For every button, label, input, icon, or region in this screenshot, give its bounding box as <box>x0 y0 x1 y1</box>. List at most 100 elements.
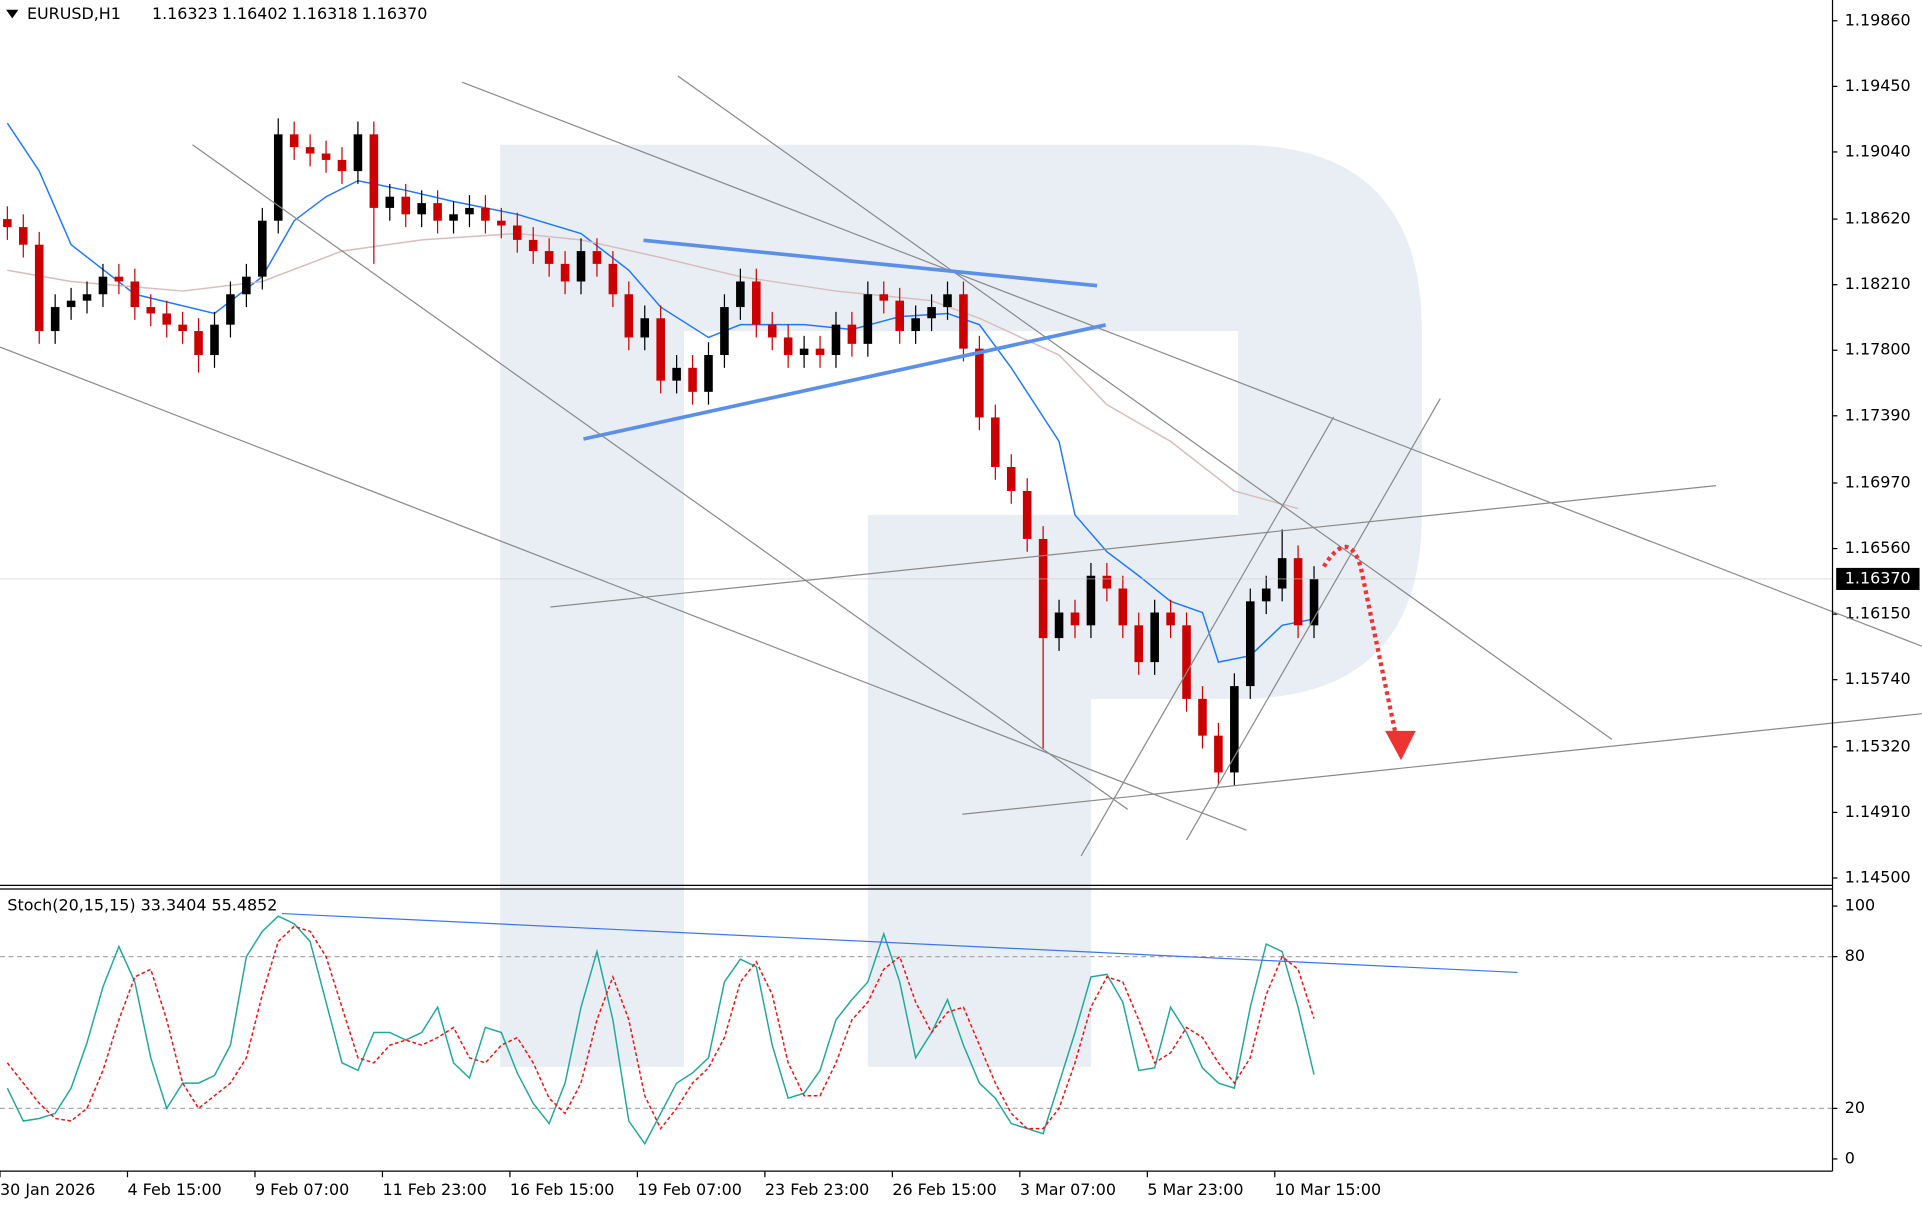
candle-body <box>1293 558 1303 626</box>
candle-body <box>98 276 108 295</box>
candle-body <box>1166 612 1175 626</box>
candle-body <box>401 196 411 215</box>
candle-body <box>544 251 554 264</box>
trendline <box>461 81 1922 647</box>
line-series <box>6 122 1315 663</box>
candle-body <box>911 318 920 332</box>
x-tick-label: 30 Jan 2026 <box>0 1180 95 1199</box>
y-tick-label: 1.16150 <box>1845 604 1911 623</box>
candle-body <box>130 281 140 308</box>
plot: 1.19860 1.19450 1.19040 1.18620 1.18210 1.178… <box>0 10 1920 1199</box>
candle-body <box>528 239 538 252</box>
y-tick-label: 1.15740 <box>1845 669 1911 688</box>
candle-body <box>863 294 873 344</box>
candle-body <box>1214 735 1223 773</box>
header-high: 1.16402 <box>222 4 288 23</box>
x-tick-label: 11 Feb 23:00 <box>382 1180 486 1199</box>
forecast-arrow <box>1322 545 1398 732</box>
candle-body <box>959 294 968 349</box>
candle-body <box>353 134 363 172</box>
header-open: 1.16323 <box>152 4 218 23</box>
y-tick-label: 20 <box>1845 1098 1865 1117</box>
forecast-arrowhead <box>1385 730 1416 761</box>
line-series <box>6 915 1315 1146</box>
candle-body <box>783 337 793 356</box>
candle-body <box>640 318 650 338</box>
candle-body <box>720 307 729 356</box>
candle-body <box>767 324 777 338</box>
candle-body <box>1134 625 1144 663</box>
candle-body <box>34 244 44 332</box>
y-tick-label: 1.14910 <box>1845 802 1911 821</box>
candle-body <box>1118 588 1128 626</box>
y-tick-label: 100 <box>1845 896 1875 915</box>
candle-body <box>847 324 857 344</box>
candle-body <box>799 348 809 356</box>
candle-body <box>1277 558 1287 589</box>
candle-body <box>178 324 187 332</box>
y-tick-label: 1.19860 <box>1845 10 1911 29</box>
x-tick-label: 10 Mar 15:00 <box>1275 1180 1381 1199</box>
header-close: 1.16370 <box>362 4 428 23</box>
trendline <box>0 346 1247 831</box>
candle-body <box>226 294 235 325</box>
candle-body <box>497 220 506 226</box>
candle-body <box>114 276 124 282</box>
candle-body <box>927 307 936 319</box>
candle-body <box>1182 625 1191 699</box>
candle-body <box>1198 698 1207 736</box>
candle-body <box>210 324 219 356</box>
y-tick-label: 1.18620 <box>1845 209 1911 228</box>
stoch-label: Stoch(20,15,15) 33.3404 55.4852 <box>7 896 277 915</box>
candle-body <box>512 225 522 240</box>
candle-body <box>943 294 952 308</box>
watermark-leg <box>867 698 1091 1067</box>
y-tick-label: 1.19040 <box>1845 141 1911 160</box>
candle-body <box>337 159 347 172</box>
trendlines <box>0 75 1922 857</box>
candle-body <box>305 147 315 154</box>
candle-body <box>991 417 1000 467</box>
candle-body <box>1006 466 1016 491</box>
x-tick-label: 3 Mar 07:00 <box>1020 1180 1116 1199</box>
watermark <box>500 144 1422 1067</box>
candle-body <box>672 367 681 381</box>
y-tick-label: 1.18210 <box>1845 274 1911 293</box>
candle-body <box>704 355 713 392</box>
candle-body <box>1102 575 1112 589</box>
candle-body <box>3 219 12 228</box>
last-price-label: 1.16370 <box>1845 568 1911 587</box>
candle-body <box>385 196 395 208</box>
triangle-lower <box>583 323 1107 441</box>
candle-body <box>1309 578 1319 626</box>
candle-body <box>815 348 825 356</box>
candle-body <box>1070 612 1080 626</box>
candle-body <box>433 203 442 221</box>
candle-body <box>162 313 171 325</box>
candle-body <box>50 307 60 332</box>
y-tick-label: 1.14500 <box>1845 868 1911 887</box>
trendline <box>677 75 1613 740</box>
last-price-box <box>1836 567 1920 590</box>
candle-body <box>242 276 251 295</box>
y-tick-label: 1.17390 <box>1845 405 1911 424</box>
trendline <box>550 484 1717 608</box>
candle-body <box>1086 575 1096 626</box>
candle-body <box>975 348 984 418</box>
y-tick-label: 1.16560 <box>1845 538 1911 557</box>
header-low: 1.16318 <box>292 4 358 23</box>
candle-body <box>608 263 618 295</box>
candle-body <box>1022 490 1032 539</box>
x-tick-label: 26 Feb 15:00 <box>892 1180 996 1199</box>
candle-body <box>831 324 841 356</box>
candle-body <box>449 214 458 221</box>
line-series <box>6 925 1315 1130</box>
candle-body <box>592 251 602 264</box>
candle-body <box>465 207 474 215</box>
candle-body <box>194 331 203 356</box>
candle-body <box>736 281 745 308</box>
candle-body <box>1054 612 1064 639</box>
x-tick-label: 9 Feb 07:00 <box>255 1180 349 1199</box>
x-tick-label: 5 Mar 23:00 <box>1147 1180 1243 1199</box>
x-tick-label: 23 Feb 23:00 <box>765 1180 869 1199</box>
